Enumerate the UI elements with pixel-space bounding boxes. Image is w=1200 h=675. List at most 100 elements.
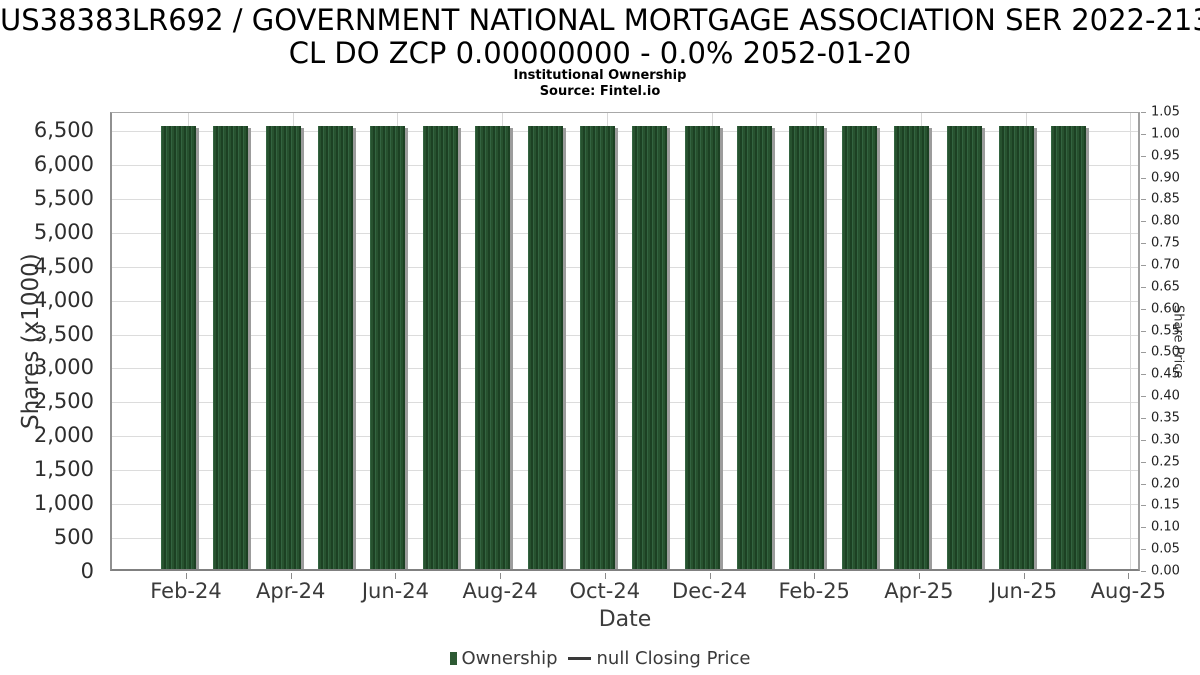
- left-axis-tick-label: 5,500: [33, 185, 94, 210]
- h-gridline: [112, 300, 1138, 302]
- right-axis-tick-label: 0.85: [1151, 191, 1180, 207]
- closing-price-line-legend-icon: [567, 656, 591, 660]
- legend-label-closing-price: null Closing Price: [596, 647, 751, 669]
- chart-title-line1: US38383LR692 / GOVERNMENT NATIONAL MORTG…: [0, 3, 1200, 37]
- x-tick-mark: [186, 573, 187, 579]
- x-axis-title: Date: [598, 607, 652, 632]
- right-axis-tick-mark: [1141, 439, 1146, 441]
- ownership-bar: [632, 125, 668, 569]
- right-axis-tick-mark: [1141, 221, 1146, 223]
- ownership-bar: [998, 125, 1034, 569]
- h-gridline: [112, 504, 1138, 506]
- ownership-bar: [527, 125, 563, 569]
- ownership-bar: [579, 125, 615, 569]
- right-axis-tick-label: 0.45: [1151, 366, 1180, 382]
- right-axis-tick-label: 0.30: [1151, 432, 1180, 448]
- h-gridline: [112, 470, 1138, 472]
- x-tick-label: Aug-25: [1090, 579, 1166, 603]
- right-axis-title: Share Price: [1170, 304, 1186, 379]
- h-gridline: [112, 266, 1138, 268]
- chart-subtitle: Institutional Ownership: [513, 68, 687, 83]
- right-axis-tick-label: 0.60: [1151, 301, 1180, 317]
- x-tick-mark: [395, 573, 397, 579]
- x-tick-label: Feb-24: [150, 579, 222, 603]
- right-axis-tick-label: 0.90: [1151, 170, 1180, 186]
- right-axis-tick-mark: [1141, 527, 1146, 529]
- x-tick-label: Jun-25: [990, 579, 1058, 603]
- x-tick-mark: [500, 573, 502, 579]
- x-tick-label: Feb-25: [778, 579, 850, 603]
- left-axis-tick-label: 1,000: [33, 491, 94, 516]
- x-tick-mark: [1023, 573, 1025, 579]
- x-tick-label: Jun-24: [361, 579, 429, 603]
- h-gridline: [112, 164, 1138, 166]
- right-axis-tick-label: 0.10: [1151, 519, 1180, 535]
- x-tick-mark: [1128, 573, 1130, 579]
- left-axis-tick-label: 3,000: [33, 355, 94, 380]
- h-gridline: [112, 130, 1138, 132]
- left-axis-tick-label: 6,500: [33, 117, 94, 142]
- right-axis-tick-label: 0.25: [1151, 454, 1180, 470]
- x-tick-mark: [709, 573, 711, 579]
- right-axis-tick-label: 0.65: [1151, 279, 1180, 295]
- chart-title-line2: CL DO ZCP 0.00000000 - 0.0% 2052-01-20: [288, 36, 912, 70]
- left-axis-tick-label: 500: [53, 525, 94, 550]
- ownership-bar: [946, 125, 982, 569]
- x-tick-label: Apr-24: [256, 579, 326, 603]
- left-axis-tick-label: 4,000: [33, 287, 94, 312]
- ownership-bar: [213, 125, 249, 569]
- legend: Ownership null Closing Price: [0, 646, 1200, 670]
- ownership-bar: [789, 125, 825, 569]
- chart-source: Source: Fintel.io: [539, 84, 661, 99]
- ownership-bar: [422, 125, 458, 569]
- h-gridline: [112, 538, 1138, 540]
- ownership-bar: [737, 125, 773, 569]
- legend-label-ownership: Ownership: [461, 647, 558, 669]
- x-tick-label: Aug-24: [462, 579, 538, 603]
- right-axis-tick-mark: [1141, 374, 1146, 376]
- x-tick-mark: [604, 573, 606, 579]
- right-axis-tick-mark: [1141, 549, 1146, 551]
- right-axis-tick-label: 0.05: [1151, 541, 1180, 557]
- right-axis-tick-mark: [1141, 330, 1146, 332]
- right-axis-tick-label: 1.00: [1151, 126, 1180, 142]
- x-tick-label: Dec-24: [672, 579, 747, 603]
- right-axis-tick-label: 0.15: [1151, 497, 1180, 513]
- h-gridline: [112, 436, 1138, 438]
- right-axis-tick-mark: [1141, 396, 1146, 398]
- right-axis-tick-mark: [1141, 177, 1146, 179]
- right-axis-tick-label: 0.70: [1151, 257, 1180, 273]
- right-axis-tick-mark: [1141, 308, 1146, 310]
- left-axis-tick-label: 5,000: [33, 219, 94, 244]
- right-axis-tick-label: 1.05: [1151, 104, 1180, 120]
- left-axis-tick-label: 2,000: [33, 423, 94, 448]
- right-axis-tick-mark: [1141, 418, 1146, 419]
- h-gridline: [112, 198, 1138, 200]
- x-tick-label: Oct-24: [569, 579, 641, 603]
- right-axis-tick-label: 0.00: [1151, 563, 1180, 579]
- right-axis-tick-label: 0.75: [1151, 235, 1180, 251]
- right-axis-tick-mark: [1141, 571, 1146, 572]
- left-axis-tick-label: 3,500: [33, 321, 94, 346]
- right-axis-tick-label: 0.20: [1151, 476, 1180, 492]
- right-axis-tick-mark: [1141, 199, 1146, 201]
- h-gridline: [112, 402, 1138, 404]
- x-tick-mark: [814, 573, 816, 579]
- right-axis-tick-label: 0.95: [1151, 148, 1180, 164]
- ownership-bar: [1051, 125, 1087, 569]
- right-axis-tick-mark: [1141, 286, 1146, 288]
- right-axis-tick-mark: [1141, 505, 1146, 507]
- left-axis-tick-label: 1,500: [33, 457, 94, 482]
- right-axis-tick-mark: [1141, 352, 1146, 354]
- right-axis-tick-label: 0.80: [1151, 213, 1180, 229]
- h-gridline: [112, 334, 1138, 336]
- left-axis-tick-label: 0: [80, 559, 94, 583]
- ownership-bar: [684, 125, 720, 569]
- ownership-bar: [370, 125, 406, 569]
- right-axis-tick-label: 0.40: [1151, 388, 1180, 404]
- right-axis-tick-label: 0.35: [1151, 410, 1180, 426]
- plot-area: [110, 112, 1140, 571]
- x-tick-mark: [918, 573, 920, 579]
- x-tick-label: Apr-25: [884, 579, 954, 603]
